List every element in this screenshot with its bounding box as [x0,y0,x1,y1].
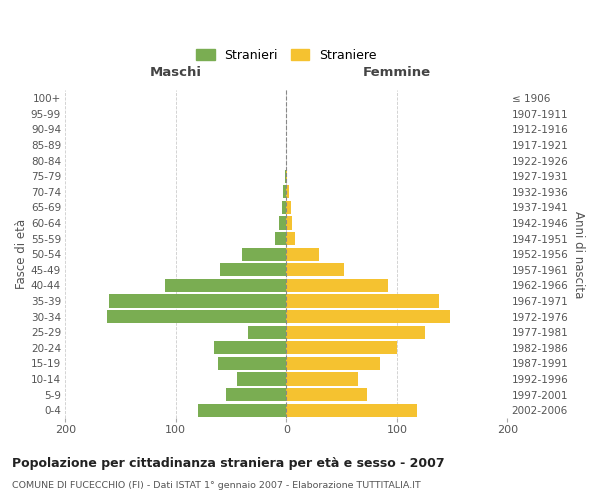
Text: Popolazione per cittadinanza straniera per età e sesso - 2007: Popolazione per cittadinanza straniera p… [12,458,445,470]
Bar [286,232,295,245]
Text: Femmine: Femmine [363,66,431,80]
Bar [286,357,380,370]
Bar [218,357,286,370]
Bar [286,263,344,276]
Bar [286,388,367,402]
Bar [286,326,425,339]
Y-axis label: Anni di nascita: Anni di nascita [572,210,585,298]
Bar [275,232,286,245]
Bar [107,310,286,324]
Bar [283,185,286,198]
Text: COMUNE DI FUCECCHIO (FI) - Dati ISTAT 1° gennaio 2007 - Elaborazione TUTTITALIA.: COMUNE DI FUCECCHIO (FI) - Dati ISTAT 1°… [12,481,421,490]
Bar [220,263,286,276]
Bar [285,170,286,183]
Bar [286,372,358,386]
Bar [164,279,286,292]
Y-axis label: Fasce di età: Fasce di età [15,219,28,290]
Text: Maschi: Maschi [150,66,202,80]
Bar [282,201,286,214]
Bar [286,341,397,354]
Bar [286,201,291,214]
Bar [226,388,286,402]
Bar [248,326,286,339]
Bar [214,341,286,354]
Bar [286,170,287,183]
Bar [286,310,450,324]
Bar [278,216,286,230]
Legend: Stranieri, Straniere: Stranieri, Straniere [191,44,382,67]
Bar [286,248,319,261]
Bar [286,279,388,292]
Bar [109,294,286,308]
Bar [242,248,286,261]
Bar [198,404,286,417]
Bar [286,216,292,230]
Bar [286,294,439,308]
Bar [286,404,417,417]
Bar [286,185,289,198]
Bar [236,372,286,386]
